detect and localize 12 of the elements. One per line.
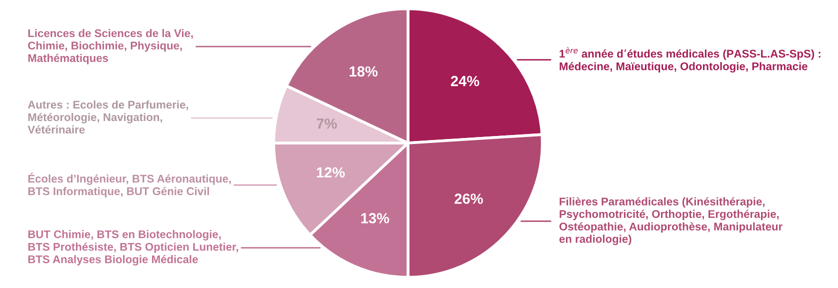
slice-label: BUT Chimie, BTS en Biotechnologie, BTS Prothésiste, BTS Opticien Lunetier, BTS Analyses Biologie Médicale	[28, 230, 238, 266]
data-label: 18%	[350, 66, 378, 77]
slice-label: Licences de Sciences de la Vie, Chimie, Biochimie, Physique, Mathématiques	[28, 28, 193, 64]
slice-label: Filières Paramédicales (Kinésithérapie, Psychomotricité, Orthoptie, Ergothérapie, Ostéopathie, Audioprothèse, Manipulateur en radiologie)	[559, 197, 782, 246]
slice-label: Écoles d’Ingénieur, BTS Aéronautique, BTS Informatique, BUT Génie Civil	[28, 172, 231, 198]
data-label: 26%	[454, 194, 483, 204]
slice-label: 1$^{ère}$ année d’études médicales (PASS-L.AS-SpS) : Médecine, Maïeutique, Odontologie, Pharmacie	[560, 47, 820, 72]
data-label: 7%	[316, 118, 337, 129]
data-label: 13%	[361, 213, 390, 224]
data-label: 12%	[316, 167, 345, 178]
slice-label: Autres : Ecoles de Parfumerie, Météorologie, Navigation, Vétérinaire	[28, 100, 188, 134]
data-label: 24%	[450, 76, 480, 86]
